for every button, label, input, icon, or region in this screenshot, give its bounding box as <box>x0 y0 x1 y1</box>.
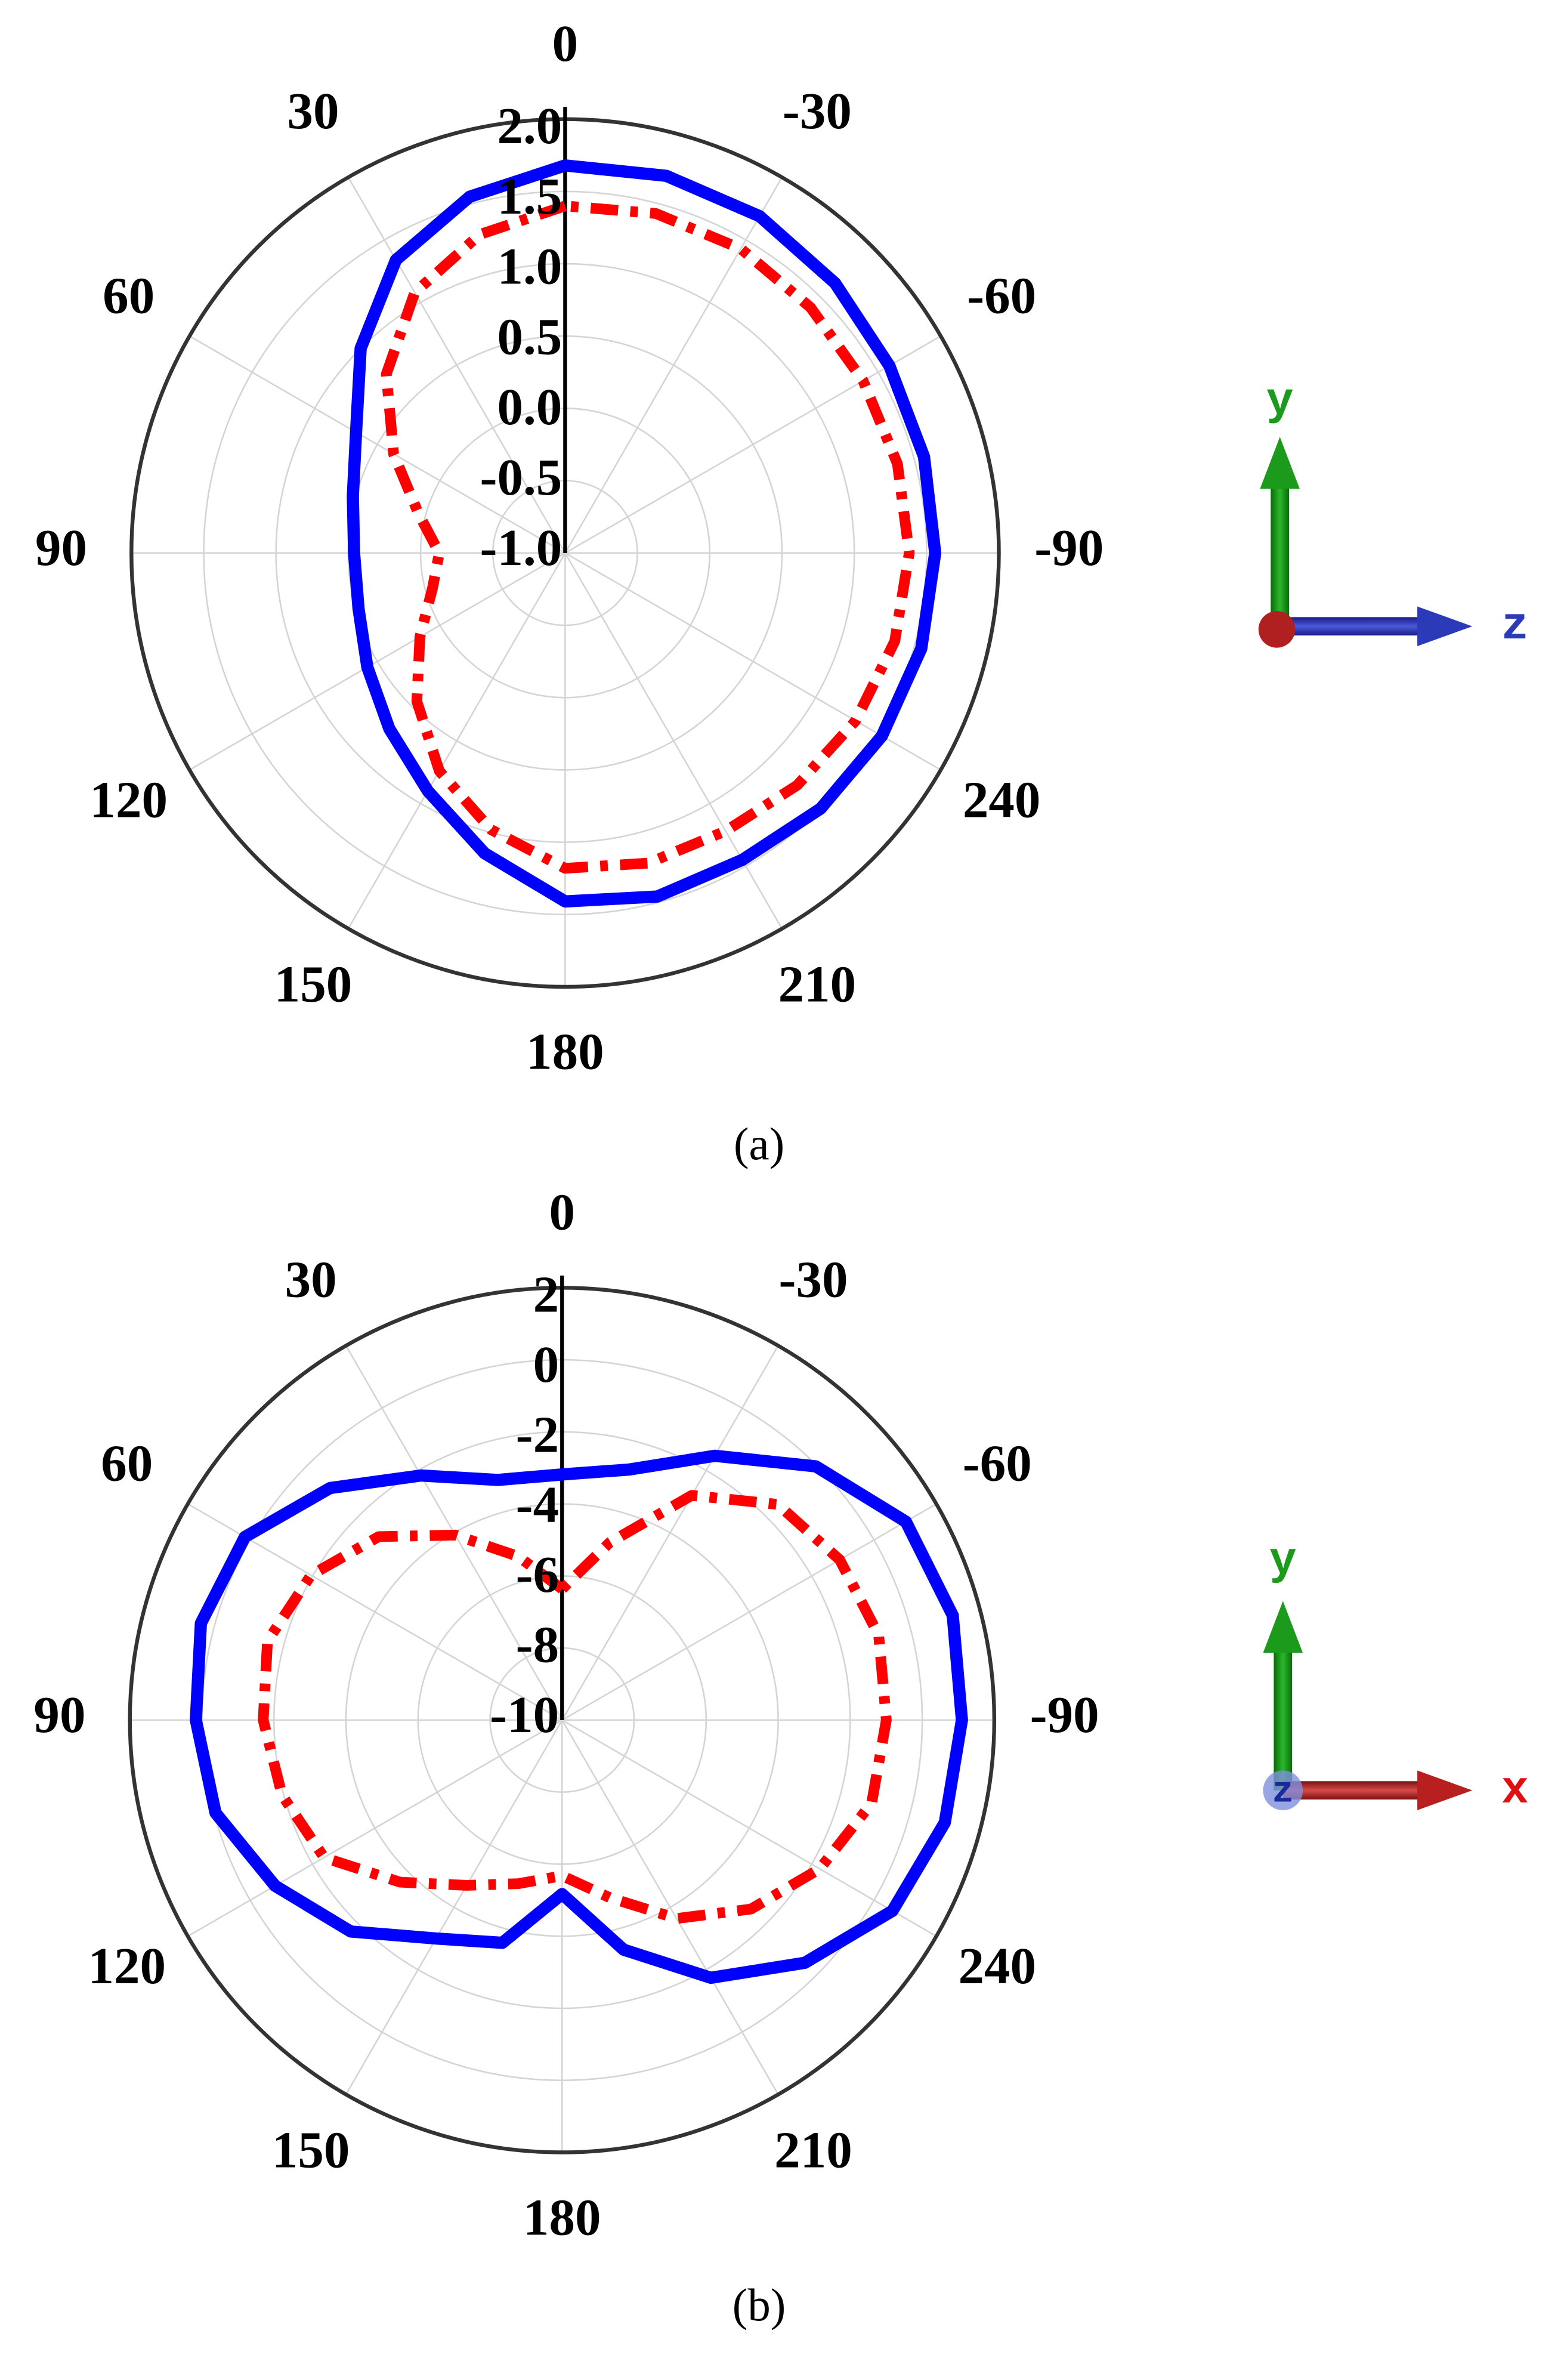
radial-tick-label: -6 <box>516 1545 560 1603</box>
angle-tick-label: 30 <box>287 82 339 140</box>
angle-tick-label: 240 <box>963 770 1041 828</box>
axis-triad: y z <box>1258 376 1529 653</box>
angle-tick-label: 90 <box>35 518 87 576</box>
grid-line <box>187 1719 562 1937</box>
triad-label: z <box>1501 601 1529 653</box>
grid-line <box>561 1503 937 1721</box>
polar-chart: 0 -30 -60 -90 240 210 180 150 120 90 60 30 -1.0 -0.5 0… <box>35 14 1104 1081</box>
axis-triad: y x z <box>1263 1536 1529 1817</box>
radial-tick-label: -1.0 <box>480 518 562 576</box>
angle-tick-label: 30 <box>285 1250 337 1308</box>
angle-tick-label: 210 <box>778 955 857 1013</box>
angle-tick-label: 180 <box>526 1023 604 1081</box>
polar-chart: 0 -30 -60 -90 240 210 180 150 120 90 60 30 -10 -8 -6 -4… <box>33 1183 1099 2246</box>
angle-tick-label: -30 <box>783 82 852 140</box>
grid-line <box>564 177 783 554</box>
radial-tick-label: 2 <box>533 1265 560 1323</box>
grid-line <box>189 335 566 554</box>
series-line <box>258 1490 892 1924</box>
radial-tick-label: 2.0 <box>497 97 562 155</box>
series-line <box>190 1449 968 1984</box>
series-line <box>347 159 942 908</box>
grid-line <box>189 552 566 771</box>
angle-tick-label: -90 <box>1030 1686 1099 1743</box>
radial-tick-label: 1.5 <box>497 167 562 225</box>
grid-line <box>561 1719 937 1937</box>
angle-tick-label: -60 <box>963 1434 1032 1492</box>
triad-label: x <box>1501 1765 1529 1817</box>
grid-line <box>347 177 566 554</box>
angle-tick-label: 0 <box>552 14 579 72</box>
angle-tick-label: 180 <box>523 2188 601 2246</box>
angle-tick-label: -60 <box>967 266 1036 324</box>
grid-line <box>564 552 783 930</box>
radial-tick-label: -4 <box>516 1475 560 1533</box>
radial-tick-label: -10 <box>490 1686 559 1743</box>
angle-tick-label: 60 <box>103 266 154 324</box>
caption: (a) <box>734 1119 784 1169</box>
triad-label: z <box>1272 1772 1294 1813</box>
angle-tick-label: 120 <box>88 1937 166 1995</box>
angle-tick-label: 240 <box>959 1937 1037 1995</box>
angle-tick-label: 120 <box>89 770 168 828</box>
radial-tick-label: -0.5 <box>480 448 562 506</box>
angle-tick-label: 60 <box>101 1434 153 1492</box>
angle-tick-label: -30 <box>778 1250 848 1308</box>
grid-line <box>561 1720 779 2095</box>
radial-tick-label: -2 <box>516 1405 560 1463</box>
radial-tick-label: 1.0 <box>497 237 562 295</box>
grid-line <box>347 552 566 930</box>
radial-tick-label: -8 <box>516 1616 560 1674</box>
series-line <box>381 200 915 874</box>
radial-tick-label: 0 <box>533 1335 560 1393</box>
angle-tick-label: 90 <box>33 1686 85 1743</box>
radial-tick-label: 0.5 <box>497 307 562 365</box>
grid-line <box>561 1345 779 1721</box>
triad-label: y <box>1266 376 1294 428</box>
triad-label: y <box>1269 1536 1297 1588</box>
grid-line <box>345 1720 563 2095</box>
angle-tick-label: -90 <box>1034 518 1104 576</box>
angle-tick-label: 0 <box>549 1183 576 1241</box>
radial-tick-label: 0.0 <box>497 378 562 436</box>
angle-tick-label: 150 <box>272 2120 350 2178</box>
grid-line <box>564 335 941 554</box>
angle-tick-label: 210 <box>774 2120 852 2178</box>
angle-tick-label: 150 <box>274 955 353 1013</box>
caption: (b) <box>732 2280 786 2330</box>
